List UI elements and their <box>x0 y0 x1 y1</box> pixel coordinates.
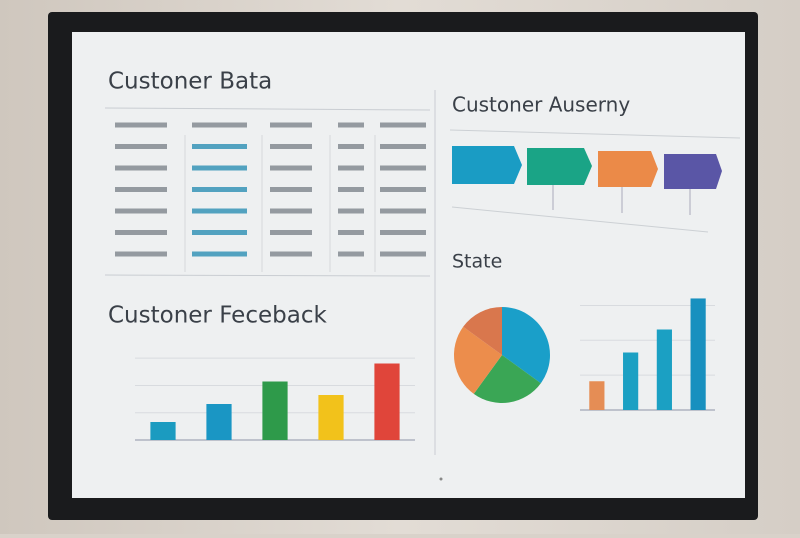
bar <box>374 363 400 440</box>
cell-text <box>270 230 312 235</box>
cell-text <box>338 251 364 257</box>
cell-text <box>270 144 312 149</box>
cell-text <box>115 165 167 171</box>
state-title: State <box>452 251 502 273</box>
cell-text <box>270 187 312 192</box>
table-title: Custoner Bata <box>108 69 272 95</box>
bar <box>318 395 344 440</box>
cell-text <box>380 208 426 214</box>
cell-text <box>192 208 247 214</box>
cell-text <box>192 122 247 128</box>
bar <box>206 404 232 440</box>
cell-text <box>338 230 364 235</box>
bar <box>589 381 605 410</box>
cell-text <box>380 251 426 257</box>
cell-text <box>338 165 364 171</box>
cell-text <box>115 122 167 128</box>
cell-text <box>192 144 247 149</box>
pie-slice <box>453 326 502 394</box>
cell-text <box>115 251 167 257</box>
cell-text <box>380 144 426 149</box>
cell-text <box>115 208 167 214</box>
table-rule <box>104 274 431 277</box>
bar <box>690 298 706 410</box>
bar <box>150 422 176 440</box>
flow <box>449 129 741 233</box>
flow-title: Custoner Auserny <box>452 93 630 117</box>
cell-text <box>192 165 247 171</box>
cell-text <box>192 251 247 257</box>
power-led <box>439 477 443 481</box>
table <box>104 107 431 277</box>
cell-text <box>380 230 426 235</box>
cell-text <box>338 122 364 128</box>
cell-text <box>380 187 426 192</box>
cell-text <box>338 144 364 149</box>
cell-text <box>380 122 426 128</box>
table-rule <box>104 107 431 111</box>
cell-text <box>115 187 167 192</box>
cell-text <box>270 122 312 128</box>
cell-text <box>192 230 247 235</box>
cell-text <box>270 165 312 171</box>
pie-slice <box>502 307 550 384</box>
pie-slice <box>463 307 502 355</box>
pie-slice <box>473 355 541 404</box>
bar <box>262 381 288 440</box>
bar <box>623 352 639 410</box>
cell-text <box>115 230 167 235</box>
cell-text <box>338 187 364 192</box>
cell-text <box>270 208 312 214</box>
bar <box>656 329 672 410</box>
cell-text <box>115 144 167 149</box>
cell-text <box>338 208 364 214</box>
cell-text <box>270 251 312 257</box>
cell-text <box>380 165 426 171</box>
feedback-title: Custoner Feceback <box>108 303 327 329</box>
cell-text <box>192 187 247 192</box>
